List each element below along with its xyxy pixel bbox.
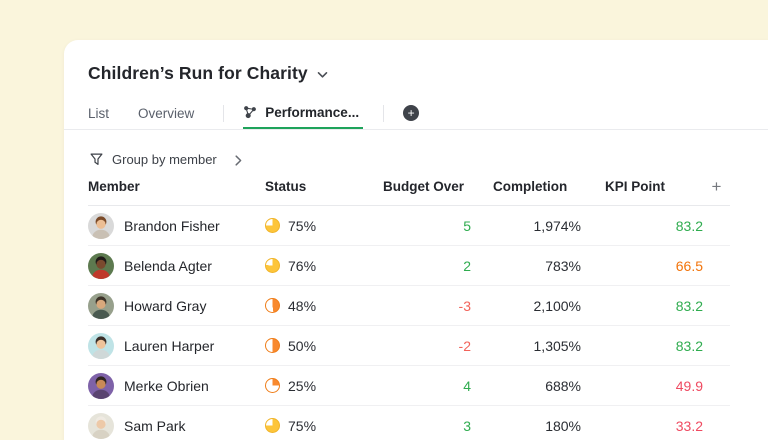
member-cell: Howard Gray [88, 292, 265, 319]
member-cell: Merke Obrien [88, 372, 265, 399]
table-row[interactable]: Howard Gray 48% -3 2,100% 83.2 [88, 286, 730, 326]
member-cell: Lauren Harper [88, 332, 265, 359]
table-row[interactable]: Lauren Harper 50% -2 1,305% 83.2 [88, 326, 730, 366]
kpi-value: 49.9 [675, 377, 703, 394]
member-cell: Belenda Agter [88, 252, 265, 279]
add-column-button[interactable]: + [711, 177, 722, 196]
status-pie-icon [265, 258, 280, 273]
kpi-value: 83.2 [675, 337, 703, 354]
budget-over-value: 4 [463, 377, 471, 394]
avatar [88, 412, 114, 439]
status-cell: 25% [265, 378, 383, 394]
column-header-member[interactable]: Member [88, 178, 140, 194]
kpi-value: 83.2 [675, 297, 703, 314]
group-by-toolbar[interactable]: Group by member [64, 130, 768, 174]
table-body: Brandon Fisher 75% 5 1,974% 83.2 Belenda… [88, 206, 744, 440]
status-pie-icon [265, 218, 280, 233]
table-row[interactable]: Merke Obrien 25% 4 688% 49.9 [88, 366, 730, 406]
completion-value: 2,100% [533, 297, 581, 314]
column-header-budget-over[interactable]: Budget Over [383, 178, 465, 194]
table-row[interactable]: Sam Park 75% 3 180% 33.2 [88, 406, 730, 440]
member-cell: Sam Park [88, 412, 265, 439]
status-value: 75% [288, 217, 317, 234]
kpi-value: 83.2 [675, 217, 703, 234]
avatar [88, 292, 114, 319]
budget-over-value: 3 [463, 417, 471, 434]
tab-overview-label: Overview [138, 105, 195, 121]
completion-value: 783% [545, 257, 581, 274]
status-pie-icon [265, 338, 280, 353]
completion-value: 1,305% [533, 337, 581, 354]
tab-performance[interactable]: Performance... [243, 97, 364, 129]
avatar [88, 332, 114, 359]
budget-over-value: 2 [463, 257, 471, 274]
budget-over-value: -2 [458, 337, 471, 354]
member-cell: Brandon Fisher [88, 212, 265, 239]
tab-list-label: List [88, 105, 110, 121]
status-pie-icon [265, 418, 280, 433]
completion-value: 1,974% [533, 217, 581, 234]
tab-overview[interactable]: Overview [138, 97, 194, 129]
chevron-right-icon[interactable] [235, 154, 242, 166]
kpi-value: 66.5 [675, 257, 703, 274]
tab-divider [223, 104, 225, 122]
member-name: Brandon Fisher [124, 217, 220, 234]
status-value: 75% [288, 417, 317, 434]
member-name: Belenda Agter [124, 257, 212, 274]
plus-icon: + [407, 105, 415, 120]
tab-performance-label: Performance... [265, 104, 360, 120]
funnel-icon [90, 153, 103, 165]
completion-value: 688% [545, 377, 581, 394]
status-pie-icon [265, 378, 280, 393]
table-header-row: Member Status Budget Over Completion KPI… [88, 178, 730, 206]
status-value: 25% [288, 377, 317, 394]
status-cell: 50% [265, 338, 383, 354]
page-title[interactable]: Children’s Run for Charity [88, 63, 308, 83]
tab-bar: List Overview Performance... + [64, 97, 768, 130]
add-view-button[interactable]: + [403, 105, 420, 121]
status-value: 76% [288, 257, 317, 274]
column-header-status[interactable]: Status [265, 178, 307, 194]
status-cell: 75% [265, 418, 383, 434]
members-table: Member Status Budget Over Completion KPI… [64, 174, 768, 440]
member-name: Lauren Harper [124, 337, 215, 354]
chevron-down-icon[interactable] [317, 71, 328, 79]
status-cell: 48% [265, 298, 383, 314]
avatar [88, 212, 114, 239]
status-value: 50% [288, 337, 317, 354]
column-header-completion[interactable]: Completion [493, 178, 568, 194]
avatar [88, 252, 114, 279]
member-name: Merke Obrien [124, 377, 209, 394]
tab-divider [383, 104, 385, 122]
status-cell: 75% [265, 218, 383, 234]
budget-over-value: 5 [463, 217, 471, 234]
widget-icon [244, 106, 257, 119]
completion-value: 180% [545, 417, 581, 434]
status-pie-icon [265, 298, 280, 313]
group-by-label: Group by member [112, 152, 217, 167]
table-row[interactable]: Belenda Agter 76% 2 783% 66.5 [88, 246, 730, 286]
card-header: Children’s Run for Charity [64, 40, 768, 84]
kpi-value: 33.2 [675, 417, 703, 434]
budget-over-value: -3 [458, 297, 471, 314]
table-row[interactable]: Brandon Fisher 75% 5 1,974% 83.2 [88, 206, 730, 246]
column-header-kpi-point[interactable]: KPI Point [605, 178, 665, 194]
member-name: Howard Gray [124, 297, 207, 314]
project-card: Children’s Run for Charity List Overview… [64, 40, 768, 440]
status-value: 48% [288, 297, 317, 314]
member-name: Sam Park [124, 417, 186, 434]
avatar [88, 372, 114, 399]
status-cell: 76% [265, 258, 383, 274]
tab-list[interactable]: List [88, 97, 109, 129]
